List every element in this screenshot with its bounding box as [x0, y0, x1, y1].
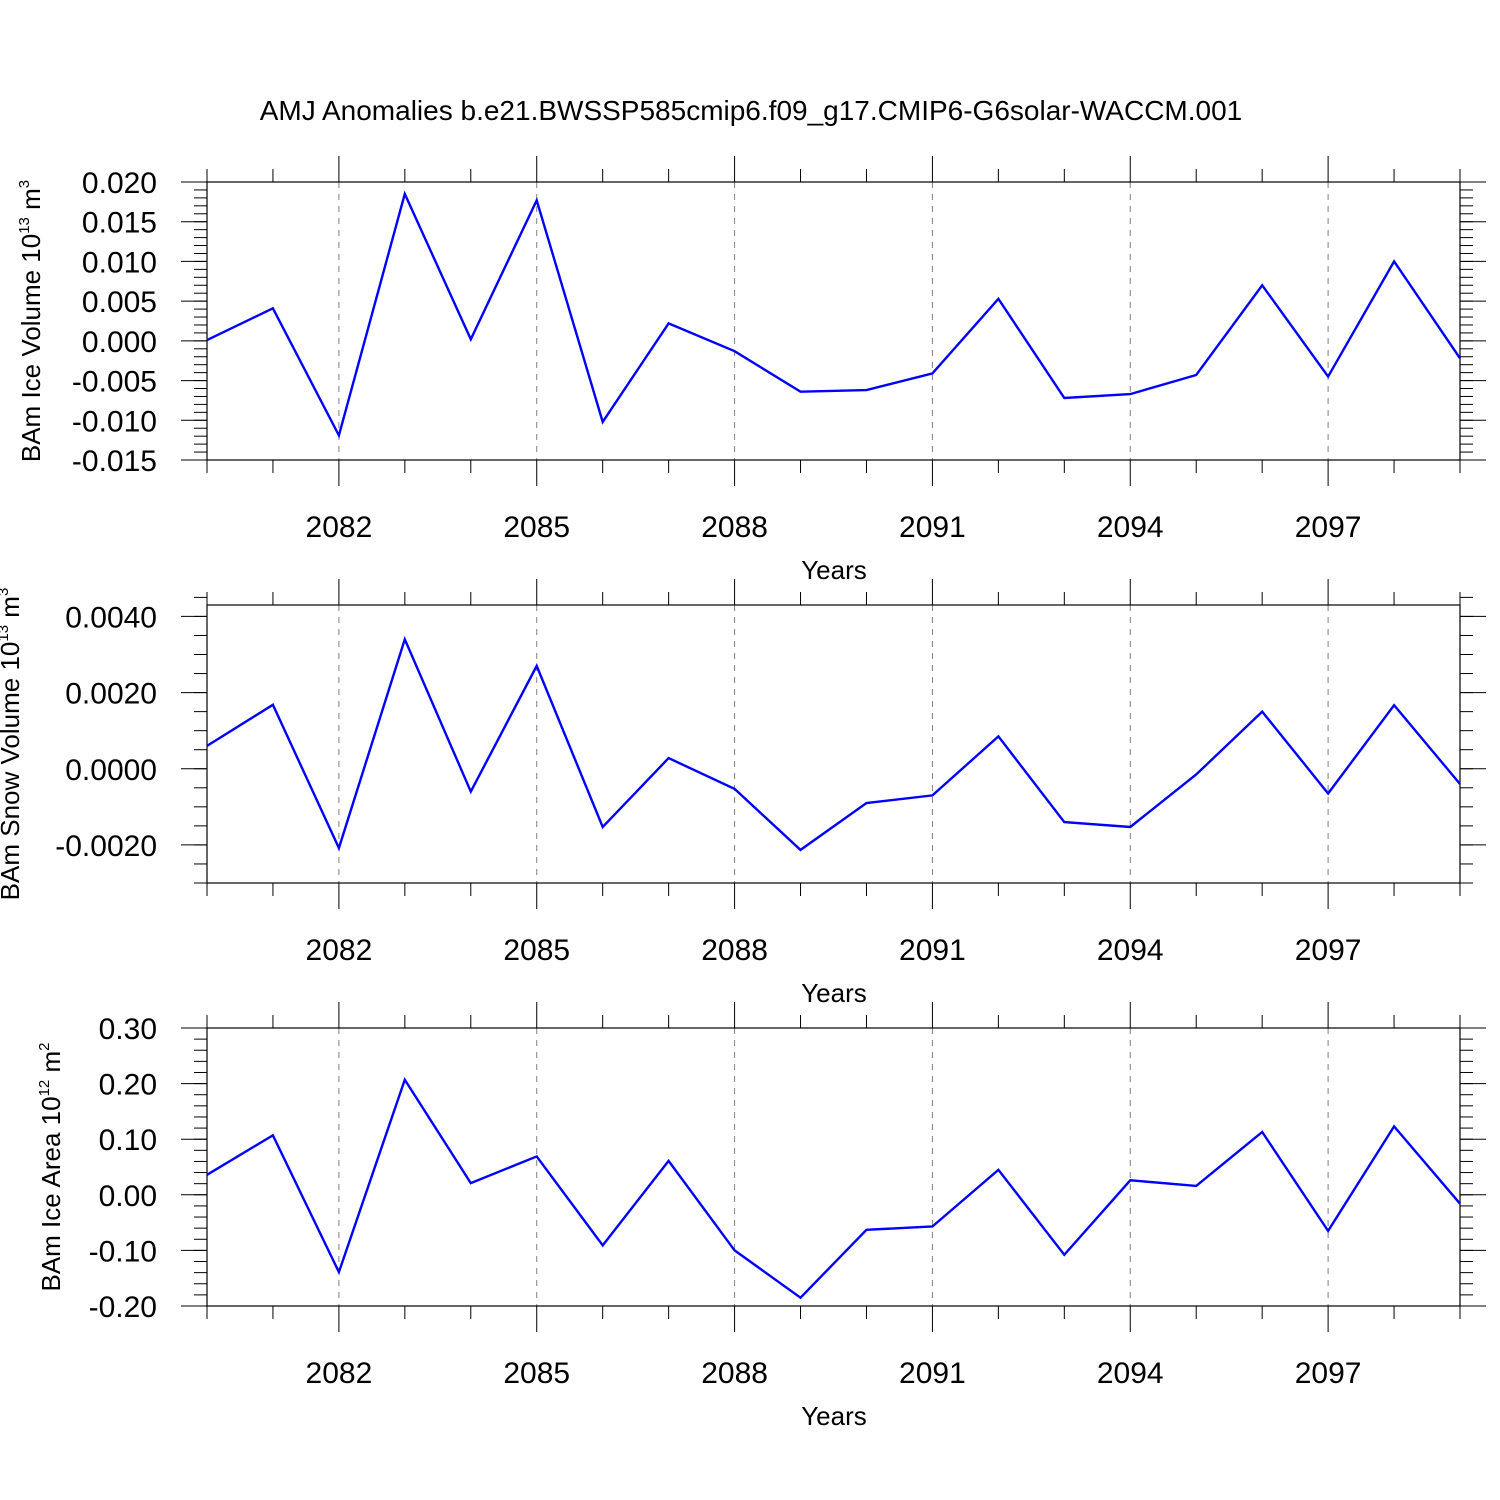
- x-tick-label: 2082: [306, 934, 373, 967]
- y-tick-label: 0.005: [82, 286, 157, 319]
- y-tick-label: 0.10: [99, 1124, 157, 1157]
- y-tick-label: 0.015: [82, 207, 157, 240]
- y-tick-label: 0.00: [99, 1180, 157, 1213]
- x-tick-label: 2085: [503, 511, 570, 544]
- series-line: [206, 635, 1461, 852]
- x-tick-label: 2082: [306, 511, 373, 544]
- x-tick-label: 2091: [899, 511, 966, 544]
- x-tick-label: 2094: [1097, 1357, 1164, 1390]
- x-axis-label: Years: [801, 978, 867, 1008]
- x-tick-label: 2082: [306, 1357, 373, 1390]
- y-axis-label: BAm Snow Volume 1013 m3: [0, 588, 25, 901]
- y-axis-label-exponent: 13: [16, 217, 33, 234]
- x-tick-label: 2088: [701, 511, 768, 544]
- y-tick-label: -0.010: [72, 405, 157, 438]
- y-tick-label: 0.30: [99, 1013, 157, 1046]
- y-tick-label: -0.015: [72, 445, 157, 478]
- y-axis-label: BAm Ice Area 1012 m2: [36, 1042, 66, 1291]
- plot-frame: [206, 181, 1461, 461]
- plot-frame: [206, 1027, 1461, 1307]
- x-tick-label: 2094: [1097, 934, 1164, 967]
- y-tick-label: -0.10: [89, 1235, 157, 1268]
- y-tick-label: 0.020: [82, 167, 157, 200]
- x-axis-label: Years: [801, 1401, 867, 1431]
- x-tick-label: 2091: [899, 934, 966, 967]
- x-axis-label: Years: [801, 555, 867, 585]
- panels: -0.015 -0.010 -0.005 0.000 0.005 0.010 0.015 0.…: [0, 156, 1486, 1431]
- y-axis-label-exponent: 12: [36, 1080, 53, 1097]
- x-tick-label: 2085: [503, 1357, 570, 1390]
- y-axis-label-text: BAm Ice Area 10: [36, 1096, 66, 1291]
- y-axis-label-unit: m: [36, 1051, 66, 1080]
- y-tick-label: 0.0000: [65, 754, 157, 787]
- x-tick-label: 2088: [701, 934, 768, 967]
- x-tick-label: 2097: [1295, 934, 1362, 967]
- y-tick-label: -0.0020: [55, 830, 157, 863]
- panel-2: -0.0020 0.0000 0.0020 0.0040 2082 2085 2088 209…: [0, 579, 1486, 1008]
- chart-title: AMJ Anomalies b.e21.BWSSP585cmip6.f09_g1…: [260, 95, 1243, 126]
- y-axis-label-unit: m: [0, 596, 25, 625]
- x-tick-label: 2085: [503, 934, 570, 967]
- y-axis-label: BAm Ice Volume 1013 m3: [16, 180, 46, 462]
- y-tick-label: 0.0020: [65, 678, 157, 711]
- y-tick-label: 0.20: [99, 1069, 157, 1102]
- y-tick-label: -0.20: [89, 1291, 157, 1324]
- x-tick-label: 2097: [1295, 511, 1362, 544]
- series-line: [206, 1076, 1461, 1300]
- y-axis-label-unit-exponent: 2: [36, 1042, 53, 1050]
- panel-1: -0.015 -0.010 -0.005 0.000 0.005 0.010 0.015 0.…: [16, 156, 1486, 585]
- y-tick-label: 0.000: [82, 326, 157, 359]
- y-axis-label-unit-exponent: 3: [0, 588, 12, 596]
- y-axis-label-exponent: 13: [0, 625, 12, 642]
- panel-3: -0.20 -0.10 0.00 0.10 0.20 0.30 2082 2085 2088 20…: [36, 1002, 1486, 1431]
- series-line: [206, 190, 1461, 439]
- y-axis-label-unit: m: [16, 188, 46, 217]
- y-tick-label: -0.005: [72, 366, 157, 399]
- y-axis-label-text: BAm Ice Volume 10: [16, 234, 46, 462]
- y-axis-label-text: BAm Snow Volume 10: [0, 642, 25, 901]
- plot-frame: [206, 604, 1461, 884]
- x-tick-label: 2091: [899, 1357, 966, 1390]
- x-tick-label: 2094: [1097, 511, 1164, 544]
- y-axis-label-unit-exponent: 3: [16, 180, 33, 188]
- y-tick-label: 0.0040: [65, 601, 157, 634]
- x-tick-label: 2097: [1295, 1357, 1362, 1390]
- y-tick-label: 0.010: [82, 246, 157, 279]
- x-tick-label: 2088: [701, 1357, 768, 1390]
